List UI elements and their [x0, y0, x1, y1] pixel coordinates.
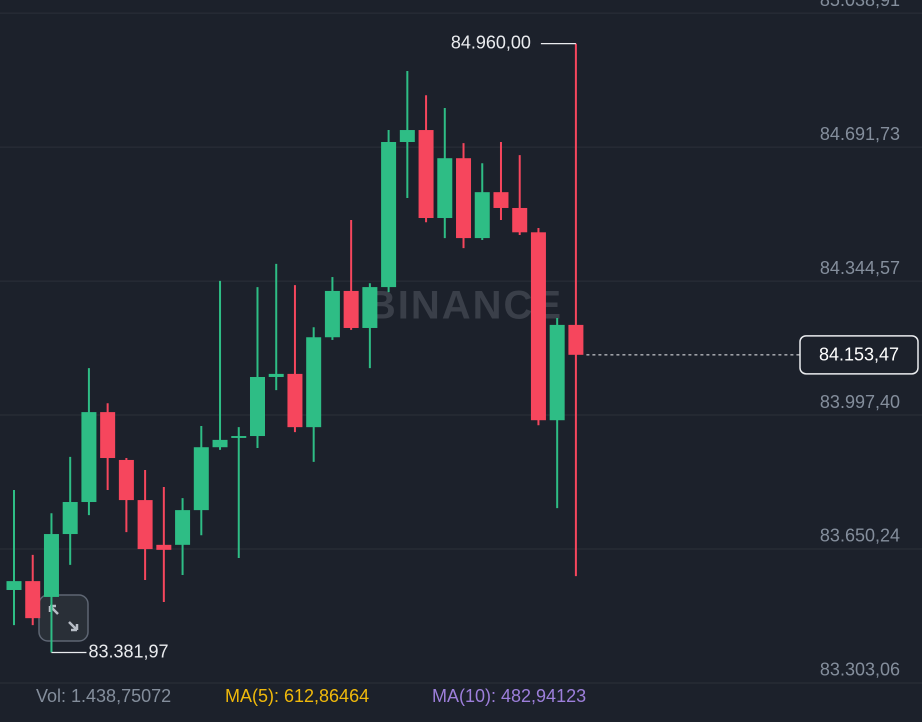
candle-body [530, 232, 546, 421]
candle-body [549, 324, 565, 421]
candle [493, 141, 509, 220]
expand-button-bg[interactable] [38, 594, 89, 642]
candle [231, 427, 247, 558]
candle-body [362, 287, 378, 328]
candle [530, 228, 546, 426]
candle [381, 130, 397, 293]
candle [474, 163, 490, 241]
candle-body [193, 447, 209, 511]
candle [62, 456, 78, 565]
candle [568, 43, 584, 577]
candle [175, 498, 191, 575]
candle [362, 283, 378, 369]
y-tick-label: 83.303,06 [820, 660, 900, 680]
candle-body [399, 130, 415, 142]
y-tick-label: 85.038,91 [820, 0, 900, 10]
candle [137, 469, 153, 580]
extreme-label: 84.960,00 [451, 32, 531, 52]
candle [25, 554, 41, 626]
indicator-label: Vol: 1.438,75072 [36, 686, 171, 706]
candle-body [268, 373, 284, 377]
candle-body [568, 324, 584, 355]
last-price-label: 84.153,47 [819, 345, 899, 365]
candle-body [212, 439, 228, 448]
candle [118, 458, 134, 533]
candle-body [137, 500, 153, 550]
candle-body [43, 534, 59, 597]
candle [456, 143, 472, 249]
candle [324, 277, 340, 340]
last-price-box [799, 335, 919, 375]
candle-body [100, 412, 116, 459]
expand-icon[interactable] [48, 604, 79, 632]
y-tick-label: 83.650,24 [820, 526, 900, 546]
candle [437, 108, 453, 239]
y-tick-label: 84.691,73 [820, 124, 900, 144]
candle-body [118, 459, 134, 501]
candle [100, 403, 116, 491]
candle-body [493, 192, 509, 208]
candle-body [6, 581, 22, 590]
candle-body [156, 544, 172, 550]
candle-body [381, 141, 397, 288]
candle [287, 285, 303, 433]
candle [249, 287, 265, 448]
candle-body [306, 337, 322, 428]
candle-body [324, 290, 340, 338]
candle-body [25, 581, 41, 619]
expand-button[interactable] [38, 594, 89, 642]
candle-body [249, 376, 265, 437]
candle [512, 155, 528, 235]
candle-body [456, 158, 472, 239]
candle [268, 263, 284, 391]
candle-body [231, 436, 247, 438]
candle [212, 280, 228, 450]
indicator-label: MA(10): 482,94123 [432, 686, 586, 706]
candle-body [474, 192, 490, 239]
indicator-label: MA(5): 612,86464 [225, 686, 369, 706]
candle [81, 368, 97, 516]
candle [43, 513, 59, 653]
candle-body [62, 502, 78, 535]
candle-body [418, 130, 434, 219]
candle-body [175, 510, 191, 545]
candle [193, 425, 209, 536]
extreme-label: 83.381,97 [88, 641, 168, 661]
y-tick-label: 84.344,57 [820, 258, 900, 278]
candle [418, 95, 434, 223]
candle [343, 219, 359, 330]
candle [306, 327, 322, 462]
candle [6, 490, 22, 626]
candle [399, 70, 415, 198]
candle-body [343, 290, 359, 328]
candle [156, 486, 172, 602]
candle-body [81, 412, 97, 503]
candle-body [437, 158, 453, 219]
watermark: BINANCE [367, 284, 563, 328]
y-tick-label: 83.997,40 [820, 392, 900, 412]
candle-body [287, 373, 303, 428]
candle [549, 317, 565, 509]
grid [0, 12, 922, 684]
candle-body [512, 207, 528, 233]
